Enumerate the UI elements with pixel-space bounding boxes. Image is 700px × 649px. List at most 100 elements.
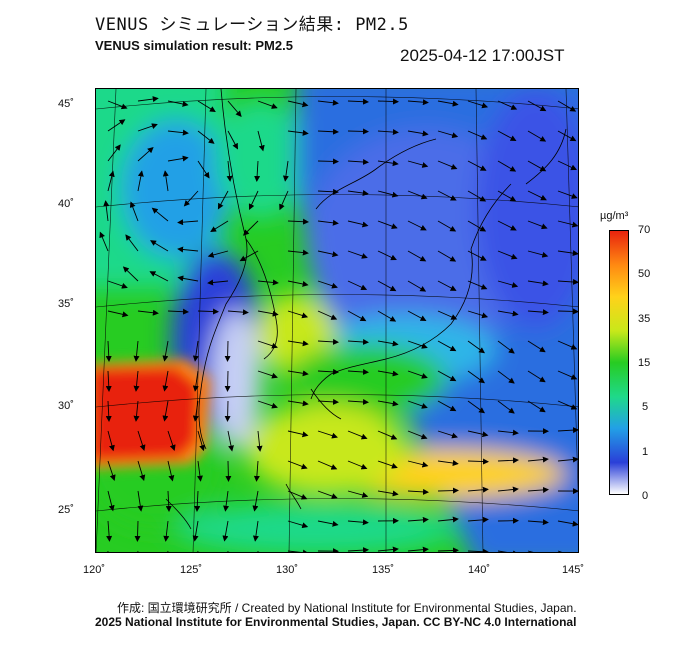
wind-arrow (557, 220, 578, 228)
wind-arrow (137, 460, 146, 482)
wind-arrow (437, 430, 458, 439)
wind-arrow (557, 427, 578, 434)
wind-arrow (137, 490, 144, 512)
wind-arrow (467, 370, 486, 384)
colorbar-label-70: 70 (638, 224, 651, 236)
wind-arrow (137, 430, 146, 451)
wind-arrow (557, 100, 577, 112)
wind-vectors (99, 96, 578, 552)
lon-label-140: 140˚ (468, 564, 491, 576)
wind-arrow (377, 430, 398, 440)
wind-arrow (162, 340, 169, 362)
timestamp: 2025-04-12 17:00JST (400, 46, 565, 65)
wind-arrow (196, 460, 203, 482)
wind-arrow (227, 100, 242, 117)
wind-arrow (347, 220, 369, 228)
wind-arrow (192, 520, 199, 542)
wind-arrow (317, 310, 338, 320)
lon-label-135: 135˚ (372, 564, 395, 576)
wind-arrow (317, 219, 339, 226)
wind-arrow (287, 218, 309, 225)
wind-arrow (105, 340, 112, 362)
wind-arrow (527, 130, 547, 142)
wind-arrow (437, 190, 457, 201)
wind-arrow (497, 220, 517, 231)
wind-arrow (257, 340, 278, 349)
wind-arrow (527, 250, 549, 258)
wind-arrow (407, 310, 427, 321)
wind-arrow (167, 155, 189, 162)
wind-arrow (497, 370, 515, 384)
wind-arrow (377, 310, 397, 322)
wind-arrow (407, 400, 428, 409)
wind-arrow (407, 130, 429, 137)
wind-arrow (133, 400, 140, 422)
wind-arrow (407, 546, 429, 552)
wind-arrow (347, 128, 369, 135)
wind-arrow (197, 100, 216, 113)
lat-label-25: 25˚ (58, 504, 74, 516)
wind-arrow (527, 280, 549, 287)
wind-arrow (167, 460, 175, 482)
wind-arrow (256, 430, 263, 452)
wind-arrow (257, 370, 278, 379)
wind-arrow (105, 370, 112, 392)
wind-arrow (497, 340, 515, 354)
wind-arrow (347, 368, 369, 375)
wind-arrow (527, 100, 547, 112)
wind-arrow (347, 250, 368, 259)
credit-line-1: 作成: 国立環境研究所 / Created by National Instit… (117, 601, 577, 615)
credit-line-2: 2025 National Institute for Environmenta… (95, 615, 577, 629)
wind-arrow (407, 460, 429, 468)
wind-arrow (107, 310, 129, 318)
wind-arrow (467, 130, 488, 140)
wind-arrow (347, 158, 369, 165)
wind-arrow (207, 250, 229, 258)
wind-arrow (467, 458, 489, 465)
wind-arrow (122, 266, 139, 282)
wind-arrow (347, 280, 368, 291)
wind-arrow (527, 456, 549, 463)
wind-arrow (377, 98, 399, 105)
wind-arrow (467, 548, 489, 552)
lat-label-45: 45˚ (58, 98, 74, 110)
wind-arrow (347, 519, 369, 526)
wind-arrow (167, 430, 176, 451)
wind-arrow (407, 370, 428, 379)
wind-arrow (192, 400, 199, 422)
wind-arrow (437, 516, 459, 523)
wind-arrow (317, 490, 338, 499)
wind-arrow (377, 160, 399, 167)
wind-arrow (125, 234, 139, 252)
wind-arrow (287, 100, 309, 108)
wind-arrow (347, 310, 367, 322)
title-japanese: VENUS シミュレーション結果: PM2.5 (95, 15, 409, 35)
wind-arrow (407, 190, 428, 200)
wind-arrow (107, 280, 128, 289)
wind-arrow (497, 486, 519, 493)
wind-arrow (183, 190, 199, 207)
wind-arrow (165, 490, 172, 512)
wind-arrow (377, 220, 398, 229)
wind-arrow (467, 310, 489, 319)
wind-arrow (407, 280, 427, 292)
wind-arrow (497, 160, 517, 172)
wind-arrow (317, 250, 339, 258)
wind-arrow (317, 368, 339, 375)
wind-arrow (257, 130, 265, 152)
wind-arrow (377, 460, 398, 469)
wind-arrow (347, 460, 368, 470)
wind-arrow (177, 275, 199, 282)
wind-arrow (317, 99, 339, 106)
wind-arrow (317, 338, 339, 345)
wind-arrow (210, 220, 229, 233)
wind-arrow (177, 219, 199, 226)
wind-arrow (317, 430, 338, 439)
wind-arrow (317, 520, 339, 527)
wind-arrow (107, 119, 126, 132)
wind-arrow (248, 190, 259, 211)
wind-arrow (557, 308, 578, 315)
wind-arrow (437, 310, 458, 320)
wind-arrow (257, 400, 278, 409)
wind-arrow (107, 100, 128, 110)
